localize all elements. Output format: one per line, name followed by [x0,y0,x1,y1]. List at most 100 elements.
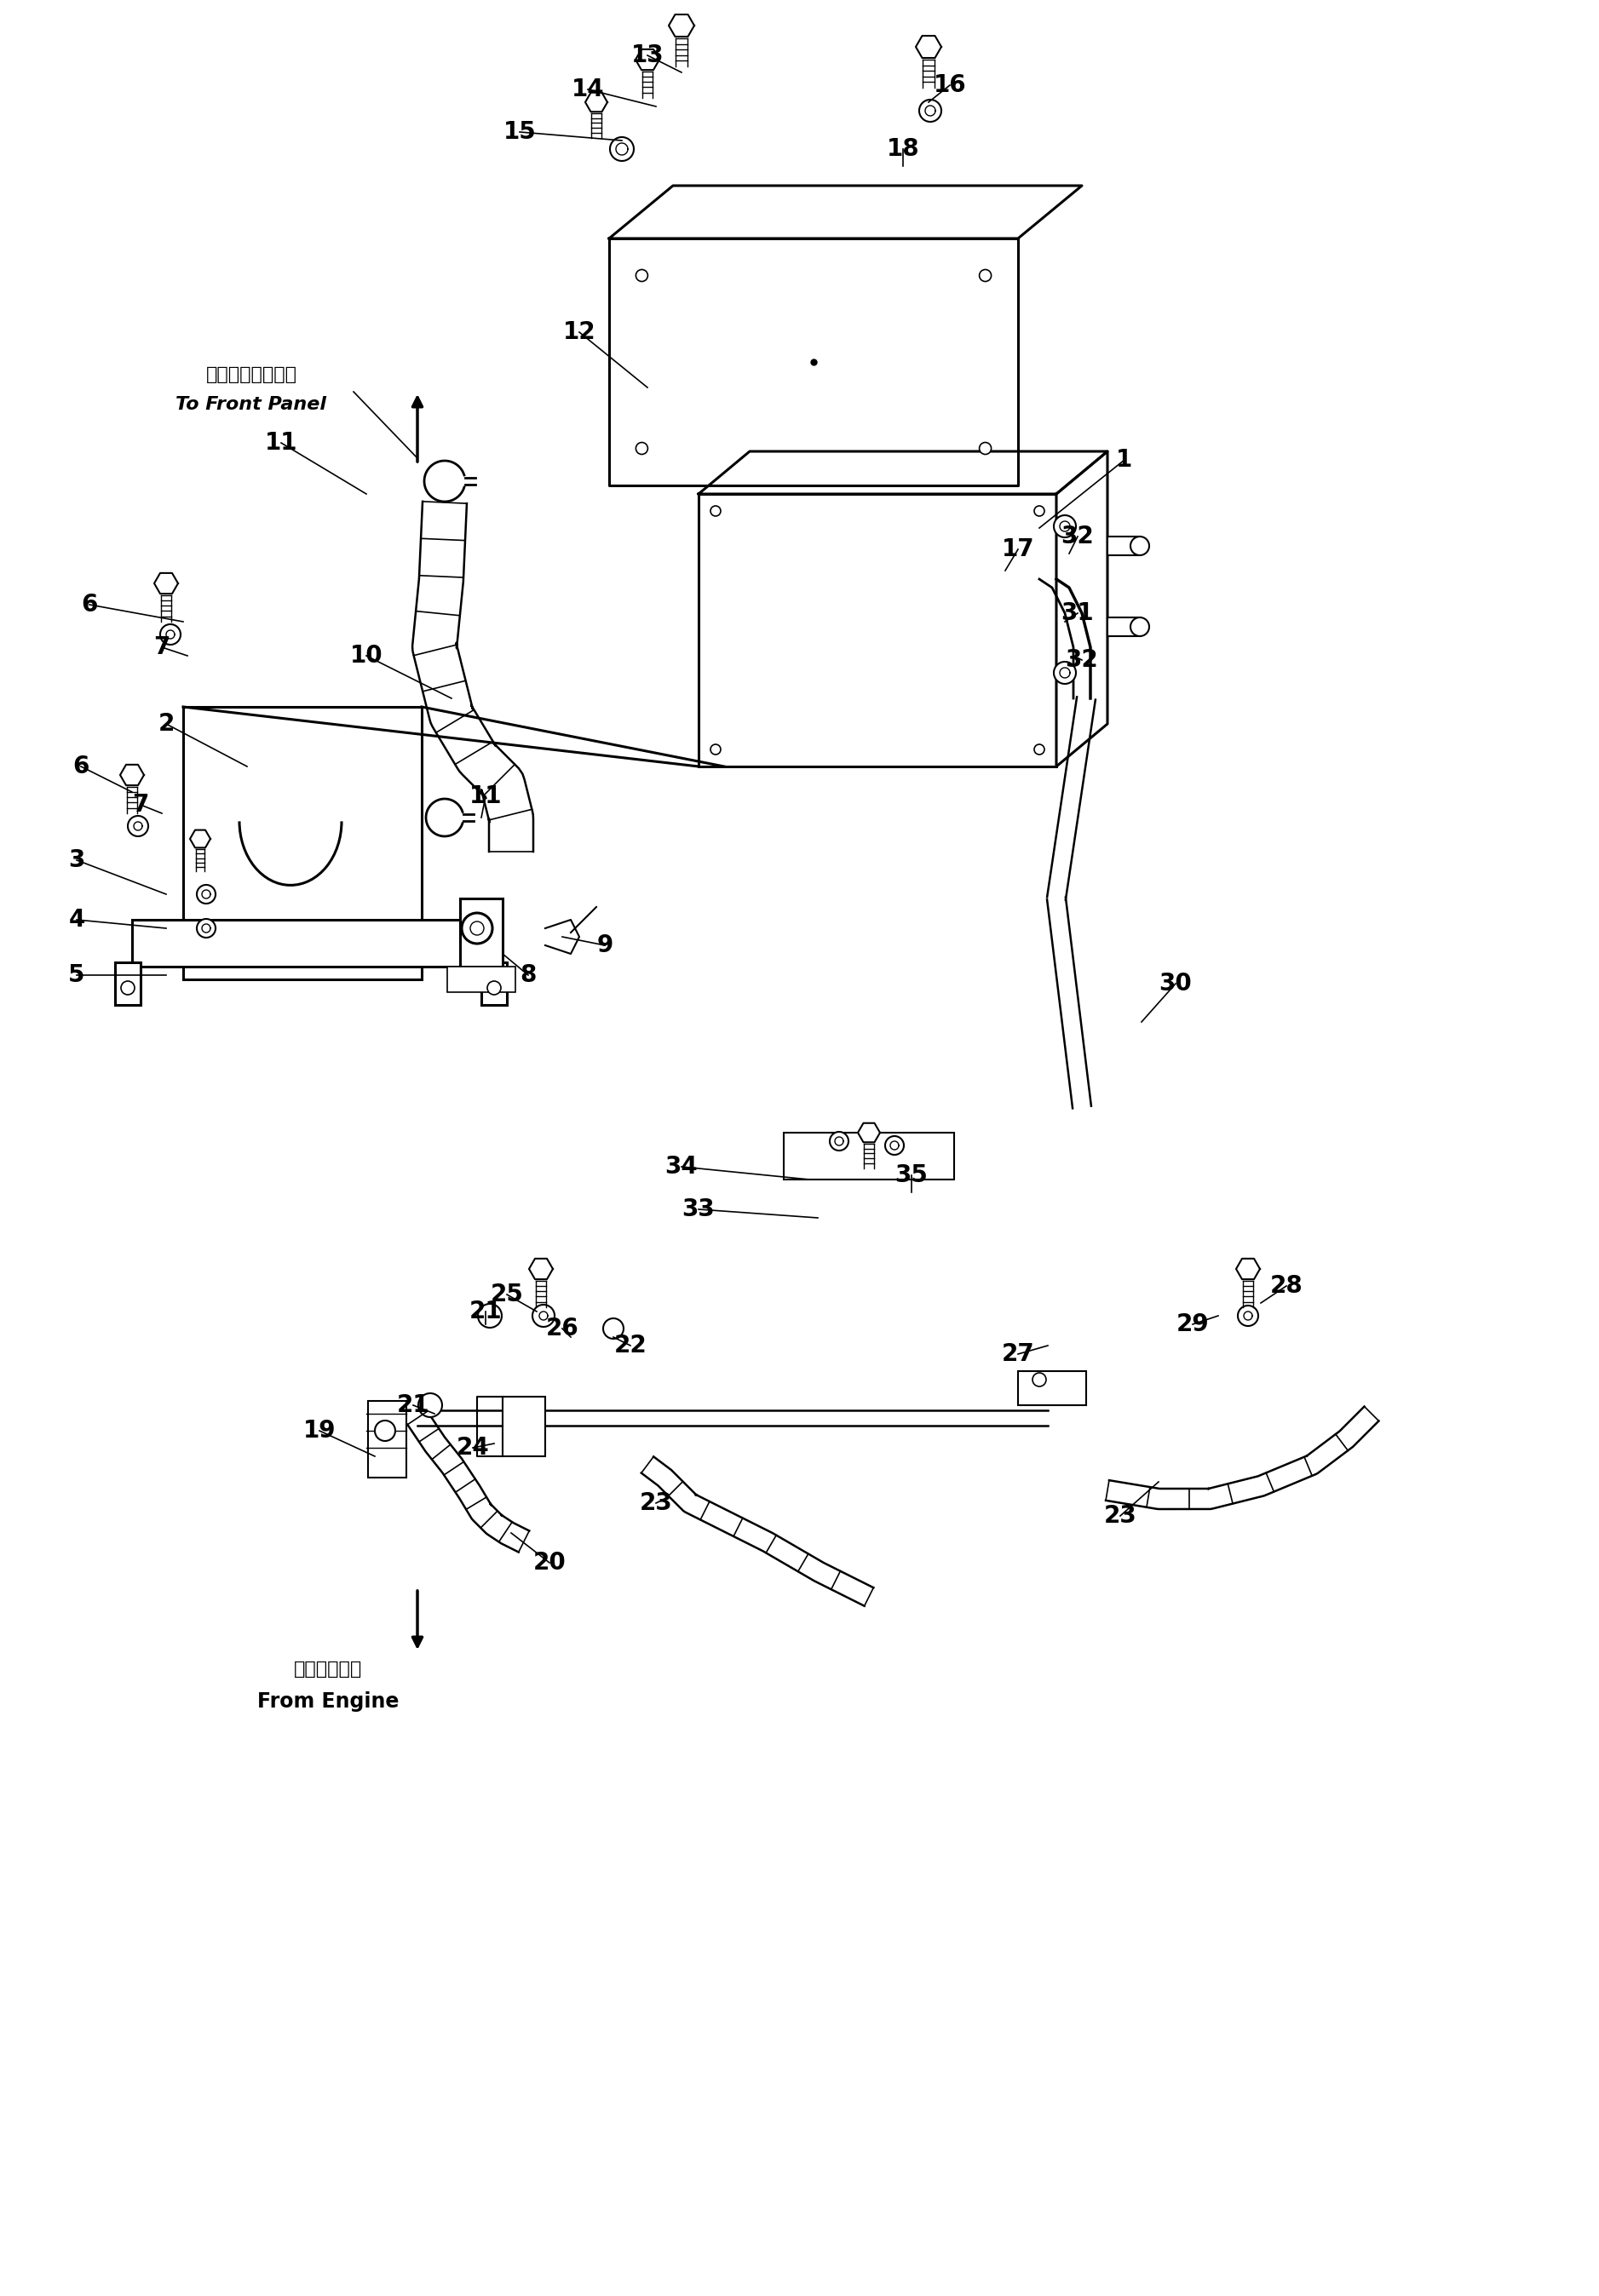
Text: 19: 19 [304,1419,336,1442]
Circle shape [1035,505,1044,517]
Text: 22: 22 [614,1334,648,1357]
Polygon shape [1238,1306,1258,1327]
Polygon shape [830,1132,849,1150]
Text: 14: 14 [571,78,604,101]
Text: 33: 33 [683,1199,715,1221]
Bar [1108,537,1140,556]
Polygon shape [635,48,659,69]
Text: 20: 20 [532,1550,566,1575]
Text: 35: 35 [895,1164,927,1187]
Polygon shape [532,1304,555,1327]
Text: 17: 17 [1001,537,1035,560]
Text: 5: 5 [69,964,85,987]
Polygon shape [916,37,942,57]
Circle shape [419,1394,443,1417]
Circle shape [1130,537,1150,556]
Text: 21: 21 [469,1300,502,1322]
Circle shape [374,1421,395,1442]
Text: 11: 11 [469,785,502,808]
Polygon shape [668,14,694,37]
Polygon shape [1054,661,1076,684]
Bar [1019,1371,1086,1405]
Text: 25: 25 [491,1283,523,1306]
Bar [784,1132,955,1180]
Bar [461,898,502,967]
Circle shape [1130,618,1150,636]
Polygon shape [585,92,608,113]
Text: 16: 16 [934,73,966,96]
Text: 4: 4 [69,907,85,932]
Bar [481,962,507,1006]
Text: 26: 26 [545,1316,579,1341]
Text: 15: 15 [504,119,536,145]
Bar [448,967,515,992]
Polygon shape [160,625,181,645]
Text: 12: 12 [563,319,596,344]
Polygon shape [609,239,1019,484]
Text: 29: 29 [1177,1313,1209,1336]
Text: 23: 23 [1103,1504,1137,1527]
Text: 32: 32 [1062,523,1094,549]
Circle shape [488,980,500,994]
Polygon shape [886,1137,903,1155]
Circle shape [979,443,991,455]
Polygon shape [609,138,633,161]
Polygon shape [529,1258,553,1279]
Circle shape [122,980,134,994]
Polygon shape [609,186,1083,239]
Text: 27: 27 [1001,1343,1035,1366]
Polygon shape [154,574,177,595]
Polygon shape [1236,1258,1260,1279]
Circle shape [979,269,991,282]
Polygon shape [197,884,216,905]
Bar [368,1401,406,1479]
Circle shape [478,1304,502,1327]
Text: 6: 6 [82,592,98,618]
Bar [115,962,141,1006]
Bar [1108,618,1140,636]
Text: 21: 21 [397,1394,430,1417]
Text: 10: 10 [350,643,382,668]
Text: 31: 31 [1062,602,1094,625]
Text: From Engine: From Engine [257,1692,398,1713]
Bar [502,1396,545,1456]
Text: 24: 24 [456,1435,489,1460]
Polygon shape [128,815,149,836]
Text: 3: 3 [69,847,85,872]
Text: 32: 32 [1065,647,1099,673]
Text: 30: 30 [1159,971,1193,996]
Polygon shape [699,452,1108,494]
Text: 6: 6 [72,755,90,778]
Polygon shape [190,831,211,847]
Polygon shape [197,918,216,937]
Bar [184,707,422,980]
Polygon shape [1057,452,1108,767]
Circle shape [636,443,648,455]
Text: 9: 9 [596,934,612,957]
Text: フロントパネルへ: フロントパネルへ [206,365,297,383]
Text: 7: 7 [133,792,149,817]
Circle shape [710,744,721,755]
Bar [133,921,489,967]
Text: エンジンから: エンジンから [294,1660,361,1678]
Text: 18: 18 [886,138,919,161]
Text: 8: 8 [520,964,536,987]
Circle shape [470,921,484,934]
Bar [699,494,1057,767]
Polygon shape [120,765,144,785]
Text: 1: 1 [1116,448,1132,471]
Circle shape [462,914,492,944]
Polygon shape [1054,514,1076,537]
Text: 34: 34 [665,1155,699,1178]
Circle shape [1033,1373,1046,1387]
Text: 7: 7 [154,636,169,659]
Text: 13: 13 [632,44,664,67]
Text: 28: 28 [1270,1274,1303,1297]
Text: 2: 2 [158,712,174,735]
Circle shape [1035,744,1044,755]
Text: 11: 11 [265,432,297,455]
Circle shape [710,505,721,517]
Circle shape [603,1318,624,1339]
Text: 23: 23 [640,1490,673,1515]
Polygon shape [857,1123,879,1141]
